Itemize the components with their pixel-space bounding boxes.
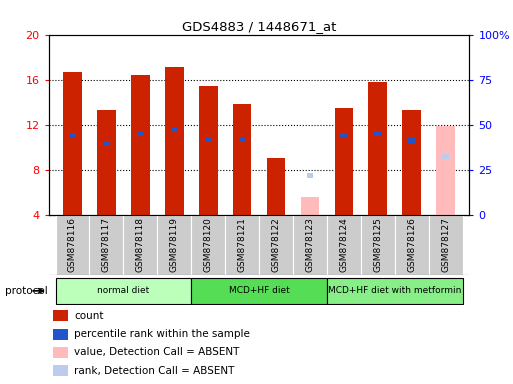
Bar [307, 173, 313, 178]
Text: MCD+HF diet: MCD+HF diet [229, 286, 289, 295]
Bar [408, 138, 415, 143]
Text: GSM878121: GSM878121 [238, 217, 247, 272]
Text: GSM878116: GSM878116 [68, 217, 77, 272]
Bar [191, 215, 225, 275]
Bar [53, 365, 68, 376]
Bar [123, 215, 157, 275]
Bar [437, 126, 455, 215]
Text: protocol: protocol [5, 286, 48, 296]
Text: GSM878127: GSM878127 [441, 217, 450, 272]
Bar [374, 132, 381, 136]
Bar [97, 110, 116, 215]
Text: GSM878124: GSM878124 [340, 217, 348, 271]
Bar [341, 133, 347, 137]
Bar [259, 215, 293, 275]
Bar [63, 72, 82, 215]
Text: GSM878120: GSM878120 [204, 217, 213, 272]
Text: GSM878126: GSM878126 [407, 217, 416, 272]
Text: count: count [74, 311, 104, 321]
Text: rank, Detection Call = ABSENT: rank, Detection Call = ABSENT [74, 366, 234, 376]
Bar [368, 82, 387, 215]
Text: percentile rank within the sample: percentile rank within the sample [74, 329, 250, 339]
Bar [225, 215, 259, 275]
Bar [205, 137, 211, 142]
Bar [327, 278, 463, 304]
Bar [191, 278, 327, 304]
Bar [55, 278, 191, 304]
Bar [233, 104, 251, 215]
Bar [429, 215, 463, 275]
Text: GSM878119: GSM878119 [170, 217, 179, 272]
Bar [267, 157, 285, 215]
Bar [395, 215, 429, 275]
Bar [239, 137, 246, 142]
Bar [301, 197, 319, 215]
Bar [327, 215, 361, 275]
Bar [55, 215, 89, 275]
Text: GSM878117: GSM878117 [102, 217, 111, 272]
Bar [334, 108, 353, 215]
Text: GSM878125: GSM878125 [373, 217, 382, 272]
Bar [157, 215, 191, 275]
Bar [53, 347, 68, 358]
Text: MCD+HF diet with metformin: MCD+HF diet with metformin [328, 286, 462, 295]
Bar [293, 215, 327, 275]
Bar [137, 132, 144, 136]
Bar [131, 75, 150, 215]
Bar [171, 127, 177, 132]
Bar [165, 67, 184, 215]
Bar [199, 86, 218, 215]
Text: GSM878118: GSM878118 [136, 217, 145, 272]
Bar [442, 154, 449, 159]
Bar [361, 215, 395, 275]
Bar [402, 110, 421, 215]
Bar [69, 133, 76, 137]
Text: GSM878122: GSM878122 [271, 217, 281, 271]
Bar [103, 142, 110, 146]
Text: value, Detection Call = ABSENT: value, Detection Call = ABSENT [74, 348, 240, 358]
Text: GSM878123: GSM878123 [305, 217, 314, 272]
Title: GDS4883 / 1448671_at: GDS4883 / 1448671_at [182, 20, 336, 33]
Text: normal diet: normal diet [97, 286, 149, 295]
Bar [89, 215, 123, 275]
Bar [53, 311, 68, 321]
Bar [53, 329, 68, 340]
